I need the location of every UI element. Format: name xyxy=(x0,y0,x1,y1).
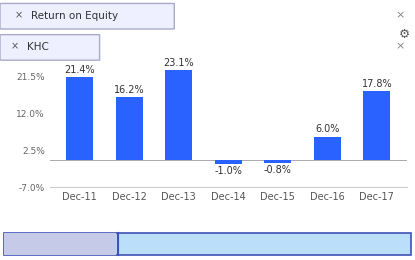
Text: KHC: KHC xyxy=(27,42,49,52)
Text: 16.2%: 16.2% xyxy=(114,85,144,95)
Bar xyxy=(314,137,341,160)
Bar xyxy=(264,160,291,163)
Text: 23.1%: 23.1% xyxy=(164,58,194,68)
Text: 17.8%: 17.8% xyxy=(361,79,392,89)
Bar xyxy=(215,160,242,164)
FancyBboxPatch shape xyxy=(0,3,174,29)
Bar xyxy=(165,70,192,160)
Text: -1.0%: -1.0% xyxy=(214,166,242,176)
Bar xyxy=(363,91,391,160)
Bar xyxy=(115,97,143,160)
FancyBboxPatch shape xyxy=(4,233,116,255)
Text: Return on Equity: Return on Equity xyxy=(31,11,118,21)
Text: ×: × xyxy=(15,11,23,21)
Text: ×: × xyxy=(395,42,405,52)
Bar xyxy=(66,77,93,160)
FancyBboxPatch shape xyxy=(0,35,100,60)
Text: ×: × xyxy=(10,42,19,52)
FancyBboxPatch shape xyxy=(4,233,411,255)
Text: -0.8%: -0.8% xyxy=(264,165,292,176)
Text: 21.4%: 21.4% xyxy=(64,65,95,75)
Text: ⚙: ⚙ xyxy=(399,28,410,41)
Text: 6.0%: 6.0% xyxy=(315,125,339,134)
Text: ×: × xyxy=(395,11,405,21)
